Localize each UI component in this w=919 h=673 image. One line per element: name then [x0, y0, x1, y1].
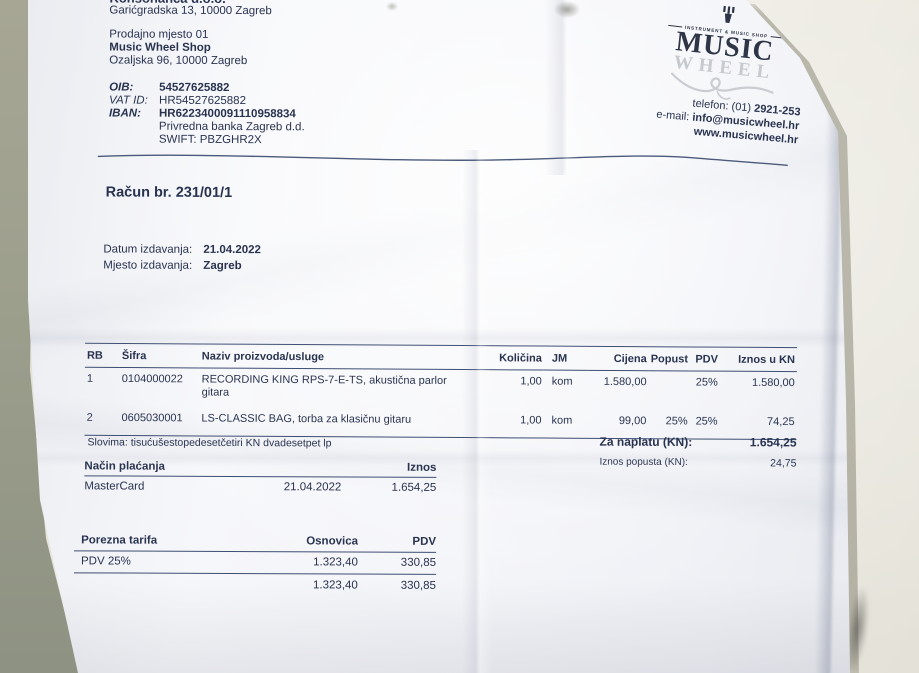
shop-name: Music Wheel Shop: [109, 41, 211, 54]
tax-rate: PDV 25%: [80, 555, 131, 568]
item-naziv: RECORDING KING RPS-7-E-TS, akustična par…: [201, 373, 447, 399]
item-popust: [648, 371, 690, 411]
issue-place-value: Zagreb: [203, 259, 242, 273]
item-sifra: 0605030001: [119, 406, 200, 436]
email-label: e-mail:: [655, 108, 690, 124]
tax-base-header: Osnovica: [306, 535, 359, 548]
col-pdv: PDV: [689, 346, 721, 372]
spacer: [109, 120, 159, 133]
music-wheel-logo: INSTRUMENT & MUSIC SHOP MUSIC WHEEL: [646, 0, 801, 115]
item-rb: 1: [86, 372, 93, 385]
vertical-fold-crease: [545, 0, 579, 175]
oib-label: OIB:: [109, 81, 134, 94]
iban-value: HR6223400091110958834: [158, 107, 296, 121]
paper-stain: [554, 1, 580, 18]
issue-place-label: Mjesto izdavanja:: [103, 259, 193, 272]
spacer: [74, 578, 241, 591]
item-jm: kom: [551, 375, 573, 388]
tax-header-row: Porezna tarifa Osnovica PDV: [74, 534, 437, 553]
music-wheel-logo-icon: [655, 0, 802, 36]
payment-row: MasterCard 21.04.2022 1.654,25: [84, 476, 436, 494]
tax-base: 1.323,40: [313, 556, 358, 569]
issue-place-row: Mjesto izdavanja: Zagreb: [103, 257, 261, 274]
shop-address: Ozaljska 96, 10000 Zagreb: [109, 54, 248, 68]
item-kolicina: 1,00: [483, 409, 544, 439]
total-due-label: Za naplatu (KN):: [599, 434, 693, 450]
item-row: 1 0104000022 RECORDING KING RPS-7-E-TS, …: [85, 367, 797, 411]
spacer: [109, 133, 159, 146]
issue-date-label: Datum izdavanja:: [103, 243, 193, 256]
payment-amount: 1.654,25: [391, 481, 437, 494]
spacer: [109, 67, 305, 82]
oib-row: OIB: 54527625882: [109, 81, 305, 95]
tax-amount-header: PDV: [412, 535, 437, 548]
item-cijena: 1.580,00: [603, 375, 647, 389]
tax-row: PDV 25% 1.323,40 330,85: [73, 551, 437, 575]
vat-row: VAT ID: HR54527625882: [109, 94, 305, 108]
issue-date-value: 21.04.2022: [203, 243, 261, 257]
item-jm: kom: [543, 409, 589, 439]
payment-method: MasterCard: [84, 480, 145, 493]
header-separator-line: [96, 149, 790, 173]
total-due-value: 1.654,25: [749, 435, 797, 450]
iban-label: IBAN:: [108, 107, 141, 120]
oib-value: 54527625882: [159, 81, 230, 94]
col-kolicina: Količina: [483, 345, 544, 371]
spacer: [109, 17, 305, 29]
horizontal-fold-crease: [28, 450, 850, 466]
horizontal-fold-crease: [28, 328, 850, 348]
total-due-row: Za naplatu (KN): 1.654,25: [600, 435, 797, 450]
iban-row: IBAN: HR6223400091110958834: [109, 107, 305, 121]
item-naziv: LS-CLASSIC BAG, torba za klasičnu gitaru: [201, 412, 412, 426]
item-rb: 2: [84, 406, 120, 436]
col-popust: Popust: [648, 346, 691, 371]
col-jm: JM: [543, 346, 589, 371]
col-cijena: Cijena: [588, 346, 649, 371]
outlet-label: Prodajno mjesto 01: [109, 28, 209, 41]
tax-table: Porezna tarifa Osnovica PDV PDV 25% 1.32…: [73, 534, 437, 592]
col-iznos: Iznos u KN: [719, 347, 798, 372]
swift-value: SWIFT: PBZGHR2X: [158, 133, 262, 147]
paper-stain: [386, 2, 398, 11]
tax-amount: 330,85: [400, 556, 437, 569]
bank-name: Privredna banka Zagreb d.d.: [158, 120, 305, 134]
vat-label: VAT ID:: [109, 94, 148, 107]
tax-rate-header: Porezna tarifa: [81, 534, 158, 547]
invoice-meta: Datum izdavanja: 21.04.2022 Mjesto izdav…: [103, 241, 261, 274]
invoice-title: Račun br. 231/01/1: [105, 184, 233, 202]
tax-total-row: 1.323,40 330,85: [74, 573, 436, 592]
bank-row: Privredna banka Zagreb d.d.: [109, 120, 305, 134]
vertical-fold-crease: [462, 150, 492, 673]
issue-date-row: Datum izdavanja: 21.04.2022: [103, 241, 261, 258]
logo-flourish-icon: [646, 66, 794, 115]
swift-row: SWIFT: PBZGHR2X: [109, 133, 305, 147]
item-iznos: 1.580,00: [751, 376, 795, 390]
tax-total-base: 1.323,40: [313, 579, 358, 592]
tax-total-amount: 330,85: [400, 579, 436, 592]
payment-date: 21.04.2022: [283, 481, 342, 494]
seller-block: Konsonanca d.o.o. Garićgradska 13, 10000…: [109, 0, 305, 147]
vat-value: HR54527625882: [158, 94, 247, 108]
item-sifra: 0104000022: [121, 372, 183, 386]
item-kolicina: 1,00: [520, 375, 542, 388]
items-table: RB Šifra Naziv proizvoda/usluge Količina…: [84, 343, 798, 440]
seller-address: Garićgradska 13, 10000 Zagreb: [109, 4, 272, 18]
item-pdv: 25%: [695, 376, 718, 389]
amount-in-words: Slovima: tisućušestopedesetčetiri KN dva…: [87, 436, 332, 450]
